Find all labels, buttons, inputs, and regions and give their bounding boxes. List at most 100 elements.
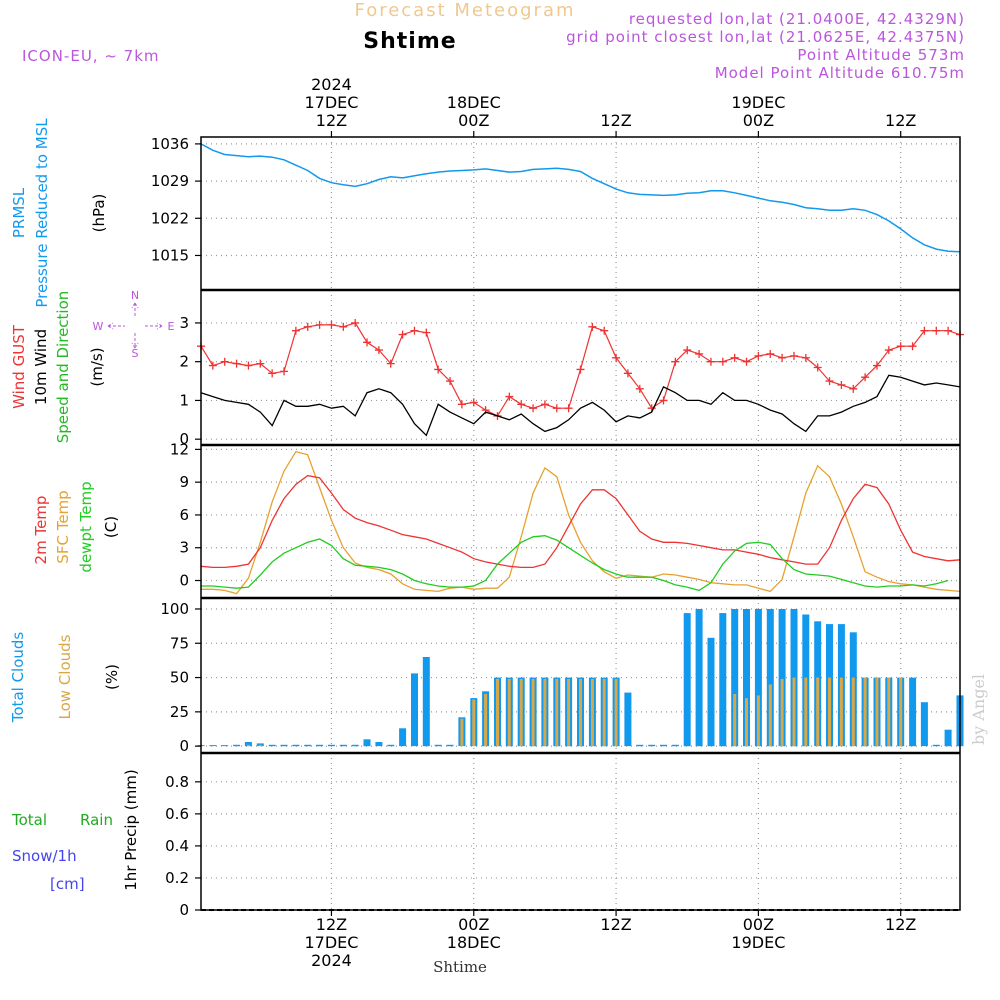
gridpoint-coords: grid point closest lon,lat (21.0625E, 42…: [566, 28, 965, 46]
wind-unit: (m/s): [88, 347, 106, 386]
low-cloud-bar: [899, 677, 903, 747]
location-title: Shtime: [363, 29, 456, 54]
top-time-label: 00Z: [743, 111, 774, 130]
total-cloud-bar: [339, 744, 347, 747]
total-cloud-bar: [209, 745, 217, 747]
top-time-label: 00Z: [458, 111, 489, 130]
bottom-time-label: 00Z: [743, 915, 774, 934]
wind-gust-point: [540, 400, 549, 409]
frame-layer: [195, 131, 961, 916]
top-time-label: 18DEC: [447, 93, 501, 112]
total-cloud-bar: [707, 637, 715, 747]
total-cloud-bar: [944, 729, 952, 747]
temp-unit: (C): [102, 516, 120, 538]
y-tick-label: 3: [179, 314, 189, 332]
y-tick-label: 1: [179, 391, 189, 409]
total-cloud-bar: [932, 744, 940, 747]
wind-gust-point: [635, 384, 644, 393]
total-cloud-bar: [636, 744, 644, 747]
y-tick-label: 1036: [151, 135, 189, 153]
precip-rain-label: Rain: [80, 811, 113, 829]
y-tick-label: 0: [179, 901, 189, 919]
wind-gust-point: [244, 361, 253, 370]
total-cloud-bar: [292, 744, 300, 747]
total-cloud-bar: [399, 728, 407, 747]
y-tick-label: 0.8: [165, 773, 189, 791]
wind-gust-point: [280, 367, 289, 376]
bottom-time-label: 12Z: [316, 915, 347, 934]
pressure-full-label: Pressure Reduced to MSL: [33, 118, 51, 308]
wind-gust-point: [623, 369, 632, 378]
wind-gust-point: [398, 330, 407, 339]
low-cloud-bar: [246, 744, 250, 747]
top-time-label: 19DEC: [731, 93, 785, 112]
low-clouds-label: Low Clouds: [56, 634, 74, 719]
total-cloud-bar: [446, 744, 454, 747]
low-cloud-bar: [792, 677, 796, 747]
total-cloud-bar: [624, 692, 632, 747]
total-clouds-label: Total Clouds: [9, 632, 27, 724]
wind-gust-point: [908, 342, 917, 351]
pressure-unit: (hPa): [90, 194, 108, 233]
total-cloud-bar: [375, 742, 383, 747]
wind-gust-point: [671, 357, 680, 366]
y-tick-label: 0.6: [165, 805, 189, 823]
low-cloud-bar: [543, 678, 547, 747]
y-tick-label: 100: [160, 600, 189, 618]
wind-gust-point: [576, 365, 585, 374]
wind-gust-point: [659, 396, 668, 405]
wind-gust-point: [457, 400, 466, 409]
total-cloud-bar: [778, 609, 786, 747]
wind-gust-point: [588, 322, 597, 331]
precip-snow-unit: [cm]: [50, 875, 85, 893]
low-cloud-bar: [590, 678, 594, 747]
temp-sfc-label: SFC Temp: [54, 490, 72, 563]
low-cloud-bar: [460, 718, 464, 747]
wind-gust-point: [683, 346, 692, 355]
t2m-line: [200, 474, 961, 569]
total-cloud-bar: [719, 613, 727, 747]
wind-gust-point: [718, 357, 727, 366]
total-cloud-bar: [671, 744, 679, 747]
wind-speed-line: [200, 374, 961, 437]
bottom-time-label: 17DEC: [304, 933, 358, 952]
wind-gust-point: [410, 326, 419, 335]
wind-gust-point: [303, 322, 312, 331]
total-cloud-bar: [434, 744, 442, 747]
wind-gust-point: [825, 377, 834, 386]
wind-gust-point: [706, 357, 715, 366]
wind-gust-point: [600, 326, 609, 335]
wind-gust-point: [268, 369, 277, 378]
wind-gust-point: [612, 353, 621, 362]
point-altitude: Point Altitude 573m: [797, 46, 965, 64]
low-cloud-bar: [875, 677, 879, 747]
low-cloud-bar: [579, 678, 582, 747]
low-cloud-bar: [567, 678, 571, 747]
total-cloud-bar: [316, 744, 324, 747]
y-tick-label: 3: [179, 539, 189, 557]
total-cloud-bar: [244, 742, 252, 747]
total-cloud-bar: [304, 744, 312, 747]
y-tick-label: 12: [170, 440, 189, 458]
compass-east: E: [168, 320, 175, 333]
wind-gust-point: [789, 351, 798, 360]
wind-gust-point: [849, 384, 858, 393]
wind-gust-point: [944, 326, 953, 335]
total-cloud-bar: [648, 744, 656, 747]
temp-dewpt-label: dewpt Temp: [77, 481, 95, 572]
clouds-unit: (%): [103, 664, 121, 690]
prmsl-line: [200, 143, 961, 253]
top-time-label: 17DEC: [304, 93, 358, 112]
wind-gust-point: [920, 326, 929, 335]
wind-gust-point: [932, 326, 941, 335]
total-cloud-bar: [268, 744, 276, 747]
pressure-label: PRMSL: [10, 187, 28, 238]
low-cloud-bar: [839, 677, 843, 747]
wind-gust-point: [256, 359, 265, 368]
total-cloud-bar: [256, 743, 264, 747]
wind-gust-point: [386, 359, 395, 368]
wind-gust-point: [742, 357, 751, 366]
y-tick-label: 1029: [151, 172, 189, 190]
top-time-label: 12Z: [885, 111, 916, 130]
